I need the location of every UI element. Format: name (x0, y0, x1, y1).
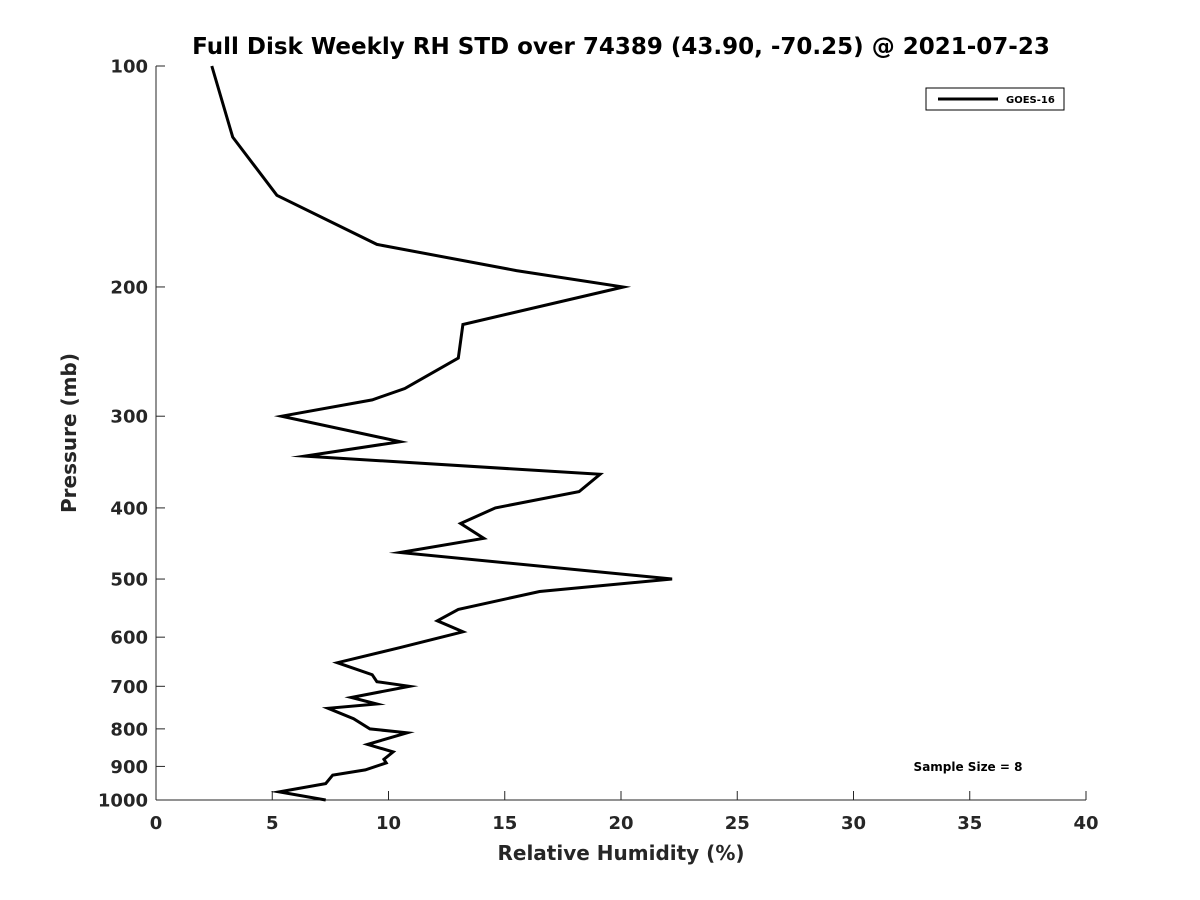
x-tick-label: 40 (1073, 813, 1098, 834)
x-tick-label: 10 (376, 813, 401, 834)
x-axis-label: Relative Humidity (%) (497, 841, 744, 865)
y-tick-label: 600 (110, 628, 148, 649)
y-tick-label: 100 (110, 57, 148, 78)
y-tick-label: 300 (110, 407, 148, 428)
x-tick-label: 20 (608, 813, 633, 834)
y-tick-label: 200 (110, 277, 148, 298)
y-tick-label: 800 (110, 719, 148, 740)
series-group (210, 65, 673, 802)
x-tick-label: 0 (150, 813, 163, 834)
x-tick-label: 30 (841, 813, 866, 834)
y-tick-label: 700 (110, 677, 148, 698)
x-tick-label: 15 (492, 813, 517, 834)
y-axis-ticks: 100 200 300 400 500 600 700 800 900 1000 (98, 57, 165, 812)
x-tick-label: 25 (725, 813, 750, 834)
y-axis-label: Pressure (mb) (57, 353, 81, 513)
y-tick-label: 500 (110, 570, 148, 591)
x-tick-label: 5 (266, 813, 279, 834)
legend: GOES-16 (925, 87, 1065, 111)
y-tick-label: 1000 (98, 791, 148, 812)
y-tick-label: 400 (110, 498, 148, 519)
y-tick-label: 900 (110, 757, 148, 778)
chart-title: Full Disk Weekly RH STD over 74389 (43.9… (192, 34, 1050, 60)
legend-label: GOES-16 (1006, 95, 1055, 106)
series-line-goes-16 (210, 65, 673, 802)
x-axis-ticks: 0 5 10 15 20 25 30 35 40 (150, 791, 1099, 834)
x-tick-label: 35 (957, 813, 982, 834)
sample-size-annotation: Sample Size = 8 (914, 760, 1023, 774)
